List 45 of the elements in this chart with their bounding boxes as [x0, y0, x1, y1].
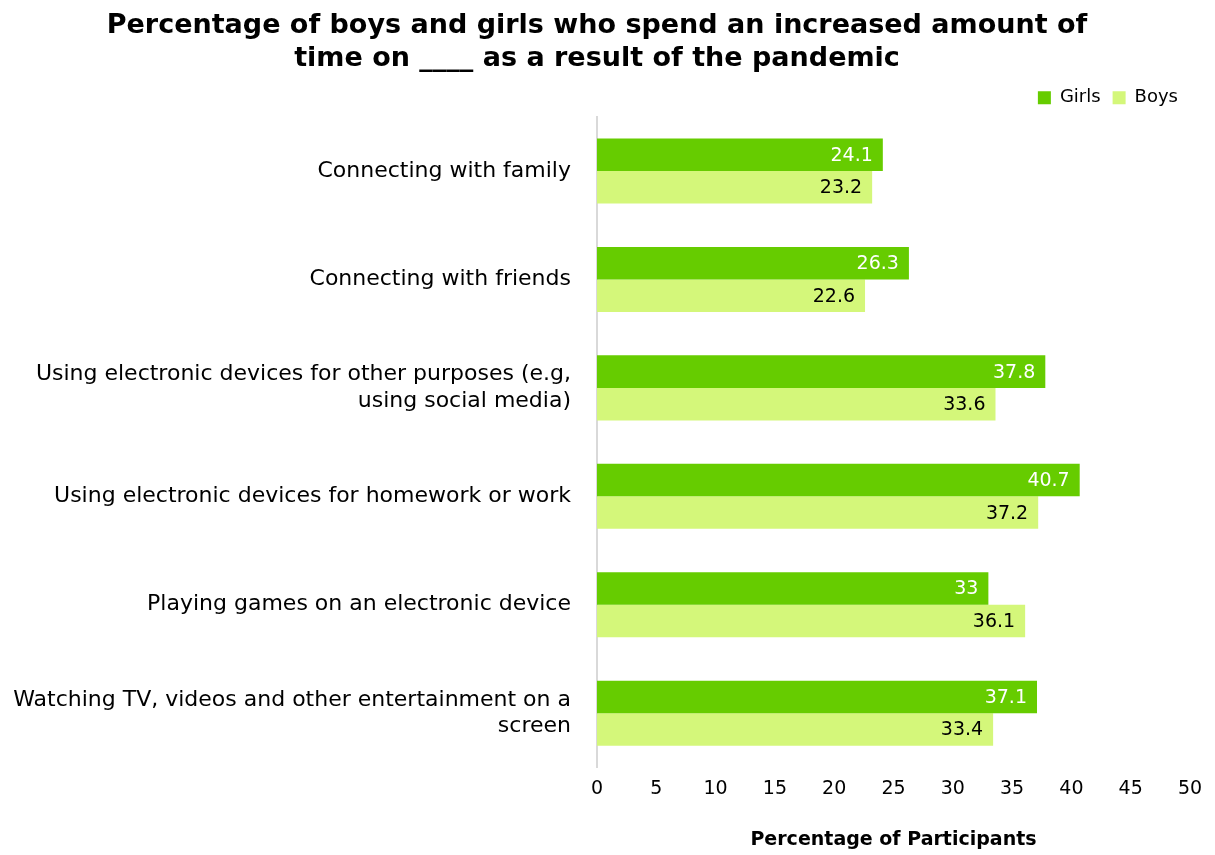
bar [597, 463, 1080, 497]
y-tick-label: Using electronic devices for other purposes (e.g, using social media) [35, 360, 571, 412]
x-tick-label: 45 [1118, 775, 1143, 798]
legend-label: Girls [1059, 85, 1101, 107]
y-tick-label: Watching TV, videos and other entertainment on a screen [13, 685, 571, 738]
bar [597, 355, 1046, 388]
data-label: 33 [954, 576, 979, 599]
data-label: 37.1 [984, 684, 1028, 707]
data-label: 37.2 [985, 500, 1029, 523]
y-tick-label: Playing games on an electronic device [147, 590, 571, 616]
bar [597, 572, 989, 605]
y-tick-label: Connecting with friends [309, 265, 571, 291]
x-tick-label: 15 [762, 775, 787, 798]
legend-label: Boys [1134, 85, 1179, 107]
data-label: 23.2 [819, 175, 863, 198]
data-label: 26.3 [856, 251, 899, 274]
x-axis-title: Percentage of Participants [750, 826, 1037, 849]
data-label: 33.6 [943, 392, 986, 415]
y-tick-label: Using electronic devices for homework or work [54, 482, 572, 508]
bar [597, 713, 994, 746]
bar [597, 138, 883, 172]
bar [597, 171, 873, 204]
x-tick-label: 0 [590, 775, 604, 798]
x-tick-label: 20 [822, 775, 847, 798]
data-label: 36.1 [972, 608, 1016, 631]
x-tick-label: 35 [1000, 775, 1025, 798]
data-label: 22.6 [812, 283, 856, 306]
x-tick-label: 5 [650, 775, 663, 798]
chart-title: Percentage of boys and girls who spend an increased amount of time on ____ as a result of the pandemic [106, 8, 1088, 72]
bar [597, 604, 1026, 638]
bar [597, 246, 909, 280]
data-label: 33.4 [940, 717, 984, 740]
data-label: 24.1 [830, 142, 873, 165]
data-label: 37.8 [993, 359, 1036, 382]
bar [597, 680, 1038, 714]
y-tick-label: Connecting with family [317, 156, 571, 182]
data-label: 40.7 [1027, 467, 1070, 490]
bar [597, 496, 1039, 529]
x-tick-label: 50 [1177, 775, 1203, 798]
x-tick-label: 10 [703, 775, 728, 798]
x-tick-label: 40 [1059, 775, 1084, 798]
bar [597, 279, 866, 312]
bar [597, 387, 996, 421]
x-tick-label: 25 [881, 775, 906, 798]
x-tick-label: 30 [940, 775, 965, 798]
